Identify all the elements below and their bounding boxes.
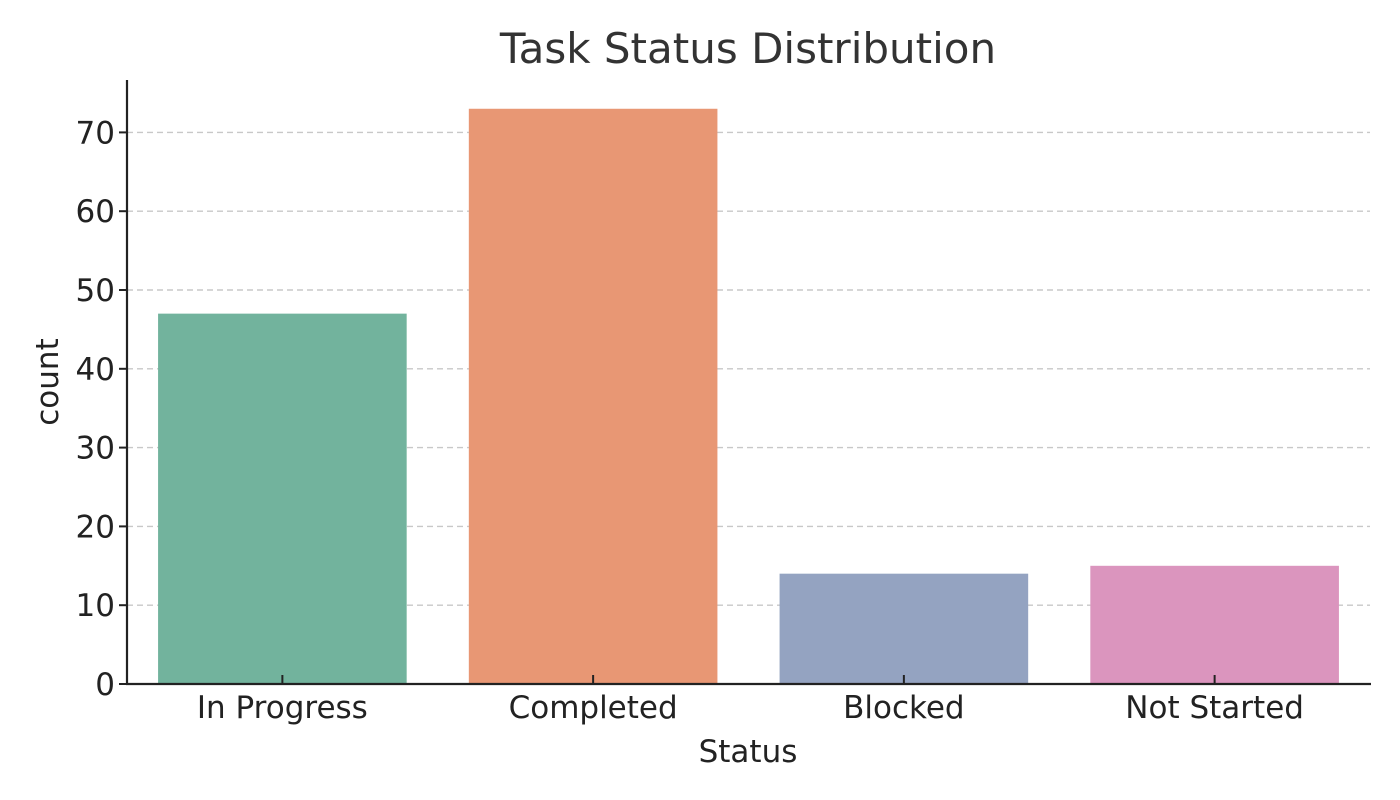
y-tick-label: 50 xyxy=(76,273,115,309)
chart-title: Task Status Distribution xyxy=(499,24,996,73)
y-tick-label: 20 xyxy=(76,509,115,545)
y-tick-label: 40 xyxy=(76,352,115,388)
y-tick-label: 60 xyxy=(76,194,115,230)
bar-blocked xyxy=(779,573,1029,684)
y-axis-label: count xyxy=(30,338,66,425)
grid-lines xyxy=(127,131,1370,606)
x-axis-ticks: In Progress Completed Blocked Not Started xyxy=(197,675,1304,726)
bar-not-started xyxy=(1090,565,1339,684)
x-tick-label: Blocked xyxy=(843,690,965,726)
y-tick-label: 30 xyxy=(76,431,115,467)
x-tick-label: Completed xyxy=(509,690,678,726)
y-tick-label: 0 xyxy=(95,667,115,703)
x-tick-label: In Progress xyxy=(197,690,368,726)
bars-group xyxy=(158,108,1339,684)
y-tick-label: 10 xyxy=(76,588,115,624)
bar-in-progress xyxy=(158,313,407,684)
x-tick-label: Not Started xyxy=(1125,690,1304,726)
y-tick-label: 70 xyxy=(76,115,115,151)
y-axis-ticks: 0 10 20 30 40 50 60 70 xyxy=(76,115,127,703)
bar-completed xyxy=(468,108,718,684)
x-axis-label: Status xyxy=(699,734,798,770)
